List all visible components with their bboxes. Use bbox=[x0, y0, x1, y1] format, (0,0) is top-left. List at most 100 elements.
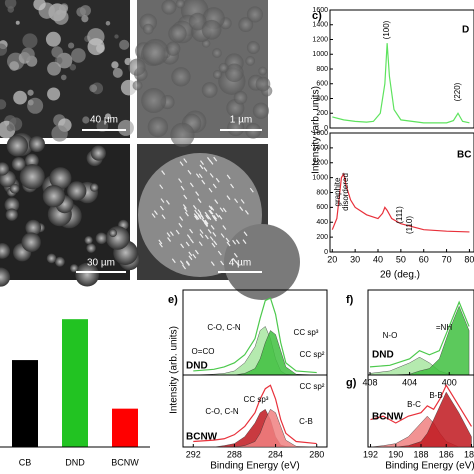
texture bbox=[186, 234, 191, 239]
texture bbox=[76, 7, 86, 17]
texture bbox=[158, 239, 163, 245]
texture bbox=[252, 102, 270, 119]
annotation: graphite bbox=[333, 177, 342, 206]
x-tick-label: 400 bbox=[442, 377, 457, 387]
texture bbox=[170, 122, 195, 148]
x-axis-label: Binding Energy (eV) bbox=[210, 461, 300, 472]
texture bbox=[219, 207, 224, 213]
texture bbox=[210, 206, 215, 211]
texture bbox=[240, 199, 245, 204]
y-tick-label: 1600 bbox=[312, 130, 328, 137]
texture bbox=[212, 183, 217, 189]
texture bbox=[151, 213, 156, 218]
y-tick-label: 1400 bbox=[312, 22, 328, 29]
x-tick-label: 80 bbox=[464, 254, 474, 264]
annotation: CC sp² bbox=[300, 350, 325, 359]
y-tick-label: 1200 bbox=[312, 160, 328, 167]
texture bbox=[187, 169, 192, 175]
texture bbox=[67, 181, 87, 201]
texture bbox=[201, 179, 206, 185]
texture bbox=[239, 206, 244, 211]
texture bbox=[24, 153, 39, 168]
texture bbox=[27, 89, 34, 96]
texture bbox=[201, 82, 218, 98]
texture bbox=[89, 183, 99, 192]
texture bbox=[0, 43, 8, 56]
y-tick-label: 400 bbox=[316, 95, 328, 102]
x-tick-label: 30 bbox=[350, 254, 360, 264]
texture bbox=[180, 185, 185, 191]
texture bbox=[0, 162, 10, 176]
texture bbox=[49, 167, 72, 190]
scale-label: 1 µm bbox=[230, 115, 252, 126]
texture bbox=[192, 205, 197, 210]
texture bbox=[128, 58, 146, 76]
texture bbox=[198, 173, 203, 179]
annotation: C-O, C-N bbox=[205, 407, 239, 416]
texture bbox=[169, 231, 174, 237]
texture bbox=[213, 240, 218, 246]
x-tick-label: 184 bbox=[464, 449, 474, 459]
texture bbox=[179, 161, 184, 167]
texture bbox=[235, 260, 240, 266]
frame bbox=[329, 132, 474, 253]
texture bbox=[171, 258, 176, 264]
texture bbox=[183, 207, 188, 212]
texture bbox=[226, 174, 231, 180]
texture bbox=[208, 205, 213, 211]
texture bbox=[132, 80, 143, 91]
texture bbox=[245, 56, 256, 66]
x-tick-label: 288 bbox=[227, 449, 242, 459]
texture bbox=[209, 209, 214, 215]
texture bbox=[205, 214, 210, 220]
texture bbox=[204, 219, 209, 225]
annotation: CC sp³ bbox=[244, 395, 269, 404]
texture bbox=[225, 63, 244, 83]
texture bbox=[207, 215, 212, 221]
x-tick-label: 20 bbox=[327, 254, 337, 264]
texture bbox=[188, 12, 207, 31]
bar bbox=[62, 319, 88, 447]
texture bbox=[69, 264, 79, 273]
texture bbox=[220, 260, 225, 266]
sample-label: DND bbox=[372, 350, 394, 361]
scale-label: 40 µm bbox=[90, 115, 118, 126]
texture bbox=[189, 182, 194, 188]
texture bbox=[213, 214, 218, 220]
texture bbox=[161, 170, 166, 176]
texture bbox=[42, 185, 65, 208]
texture bbox=[218, 62, 229, 73]
panel-label: c) bbox=[312, 10, 322, 22]
bar bbox=[12, 360, 38, 447]
texture bbox=[111, 61, 119, 69]
texture bbox=[15, 20, 20, 25]
annotation: B-C bbox=[407, 400, 421, 409]
data-line bbox=[193, 297, 317, 374]
texture bbox=[161, 214, 166, 220]
texture bbox=[211, 214, 216, 220]
texture bbox=[58, 4, 68, 14]
annotation: disordered bbox=[341, 173, 350, 211]
texture bbox=[220, 233, 225, 238]
sample-label: BCNW bbox=[186, 432, 218, 443]
texture bbox=[153, 210, 158, 215]
texture bbox=[159, 184, 164, 190]
texture bbox=[185, 261, 190, 267]
annotation: (220) bbox=[453, 82, 462, 101]
annotation: C-O, C-N bbox=[207, 323, 241, 332]
annotation: =NH bbox=[436, 323, 452, 332]
texture bbox=[33, 0, 46, 11]
texture bbox=[183, 158, 188, 163]
texture bbox=[212, 70, 222, 80]
sample-label: BC bbox=[457, 150, 471, 161]
texture bbox=[108, 228, 118, 238]
y-tick-label: 0 bbox=[324, 249, 328, 256]
texture bbox=[234, 198, 239, 204]
data-line bbox=[332, 43, 470, 124]
texture bbox=[194, 249, 199, 255]
y-tick-label: 800 bbox=[316, 189, 328, 196]
y-axis-label: Intensity (arb. units) bbox=[169, 326, 180, 414]
texture bbox=[180, 243, 185, 249]
texture bbox=[195, 191, 200, 196]
